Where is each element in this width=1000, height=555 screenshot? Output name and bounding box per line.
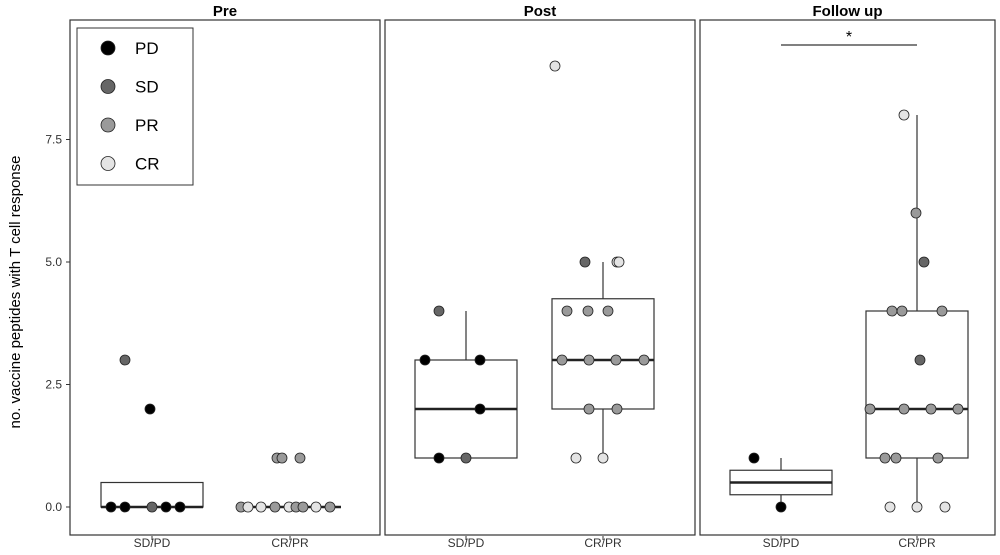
data-point-pr (638, 354, 650, 366)
x-tick-label: CR/PR (271, 536, 309, 550)
y-tick-label: 0.0 (45, 500, 62, 514)
legend-box (76, 27, 194, 186)
data-point-pr (602, 305, 614, 317)
data-point-pd (119, 501, 131, 513)
data-point-cr (884, 501, 896, 513)
data-point-sd (918, 256, 930, 268)
data-point-sd (914, 354, 926, 366)
data-point-pr (886, 305, 898, 317)
box (865, 310, 969, 459)
box (551, 298, 655, 410)
data-point-pr (561, 305, 573, 317)
y-axis-label: no. vaccine peptides with T cell respons… (7, 156, 24, 429)
data-point-cr (242, 501, 254, 513)
data-point-pr (583, 403, 595, 415)
panel-title: Pre (213, 3, 237, 20)
y-tick-label: 7.5 (45, 133, 62, 147)
data-point-pd (775, 501, 787, 513)
data-point-pr (324, 501, 336, 513)
legend-marker-sd (100, 79, 116, 94)
data-point-pr (611, 403, 623, 415)
data-point-pd (419, 354, 431, 366)
data-point-cr (613, 256, 625, 268)
data-point-pr (583, 354, 595, 366)
data-point-pr (936, 305, 948, 317)
data-point-cr (310, 501, 322, 513)
data-point-pd (433, 452, 445, 464)
significance-label: * (846, 29, 852, 46)
legend-label: CR (135, 155, 160, 174)
y-tick-label: 5.0 (45, 255, 62, 269)
data-point-pr (932, 452, 944, 464)
data-point-pr (952, 403, 964, 415)
legend-label: PR (135, 116, 159, 135)
data-point-pr (297, 501, 309, 513)
legend-marker-cr (100, 156, 116, 171)
data-point-pr (610, 354, 622, 366)
data-point-sd (433, 305, 445, 317)
panel-border (699, 19, 996, 536)
panel-title: Follow up (813, 3, 883, 20)
data-point-pr (896, 305, 908, 317)
data-point-cr (898, 109, 910, 121)
data-point-pd (748, 452, 760, 464)
data-point-pd (474, 354, 486, 366)
data-point-cr (255, 501, 267, 513)
data-point-pr (890, 452, 902, 464)
y-tick-label: 2.5 (45, 378, 62, 392)
data-point-pr (269, 501, 281, 513)
x-tick-label: SD/PD (763, 536, 800, 550)
data-point-pr (864, 403, 876, 415)
data-point-pd (474, 403, 486, 415)
data-point-cr (911, 501, 923, 513)
data-point-pd (174, 501, 186, 513)
x-tick-label: CR/PR (898, 536, 936, 550)
data-point-pd (144, 403, 156, 415)
data-point-cr (549, 60, 561, 72)
data-point-cr (939, 501, 951, 513)
x-tick-label: SD/PD (448, 536, 485, 550)
legend-label: PD (135, 39, 159, 58)
data-point-pr (925, 403, 937, 415)
data-point-pr (556, 354, 568, 366)
x-tick-label: CR/PR (584, 536, 622, 550)
data-point-sd (146, 501, 158, 513)
data-point-cr (570, 452, 582, 464)
data-point-sd (460, 452, 472, 464)
data-point-pr (910, 207, 922, 219)
data-point-pr (294, 452, 306, 464)
data-point-pr (276, 452, 288, 464)
data-point-sd (119, 354, 131, 366)
data-point-pr (582, 305, 594, 317)
panel-title: Post (524, 3, 557, 20)
legend-marker-pd (100, 40, 116, 56)
data-point-pd (105, 501, 117, 513)
legend-marker-pr (100, 117, 116, 133)
data-point-cr (597, 452, 609, 464)
data-point-pr (879, 452, 891, 464)
data-point-pd (160, 501, 172, 513)
data-point-sd (579, 256, 591, 268)
panel-border (384, 19, 696, 536)
x-tick-label: SD/PD (134, 536, 171, 550)
panel-border (69, 19, 381, 536)
data-point-pr (898, 403, 910, 415)
legend-label: SD (135, 78, 159, 97)
